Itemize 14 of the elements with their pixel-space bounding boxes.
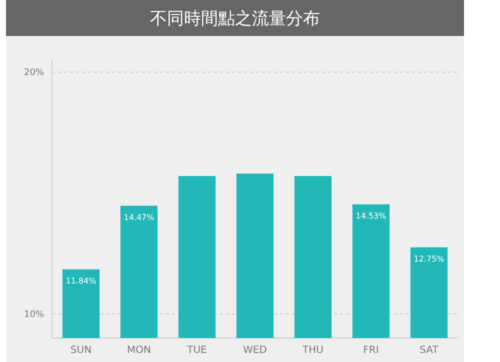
x-tick-label: SAT — [420, 345, 440, 356]
x-tick-label: WED — [243, 345, 268, 356]
x-tick-label: FRI — [363, 345, 379, 356]
x-tick-label: THU — [302, 345, 324, 356]
x-tick-label: SUN — [70, 345, 92, 356]
chart-title: 不同時間點之流量分布 — [150, 9, 320, 29]
data-label: 14.53% — [356, 211, 387, 220]
x-tick-label: TUE — [186, 345, 207, 356]
x-tick-label: MON — [127, 345, 151, 356]
data-label: 11.84% — [66, 276, 97, 286]
y-tick-label: 10% — [24, 310, 44, 320]
y-tick-label: 20% — [24, 68, 44, 78]
data-label: 12.75% — [414, 254, 445, 264]
data-label: 14.47% — [124, 212, 155, 222]
